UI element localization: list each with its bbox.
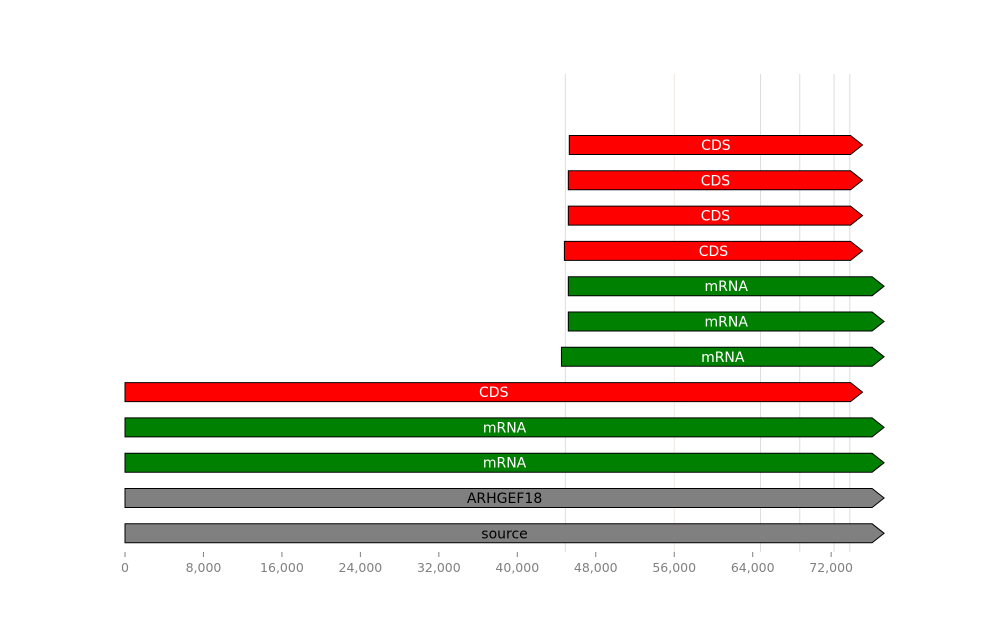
feature-label: mRNA (705, 279, 749, 295)
x-tick-label: 40,000 (495, 560, 539, 575)
feature-label: ARHGEF18 (467, 491, 542, 507)
feature-mrna: mRNA (567, 311, 885, 332)
feature-label: CDS (699, 244, 729, 260)
x-tick-label: 24,000 (339, 560, 383, 575)
feature-mrna: mRNA (567, 276, 885, 297)
feature-arrow (124, 382, 864, 403)
feature-arrow (124, 452, 885, 473)
feature-arrow (124, 488, 885, 508)
x-tick-label: 48,000 (574, 560, 618, 575)
x-tick-label: 72,000 (809, 560, 853, 575)
x-tick-label: 16,000 (260, 560, 304, 575)
feature-cds: CDS (124, 382, 864, 403)
feature-label: mRNA (483, 420, 527, 436)
feature-arrow (567, 311, 885, 332)
feature-mrna: mRNA (124, 417, 885, 438)
feature-arrow (567, 276, 885, 297)
feature-label: source (481, 526, 528, 542)
x-tick-label: 8,000 (186, 560, 222, 575)
feature-arrow (568, 135, 864, 155)
feature-cds: CDS (563, 240, 864, 261)
x-tick-label: 64,000 (731, 560, 775, 575)
feature-label: CDS (479, 385, 509, 401)
feature-mrna: mRNA (560, 346, 885, 367)
feature-arrow (567, 170, 864, 191)
feature-cds: CDS (567, 170, 864, 191)
x-axis: 0 8,000 16,000 24,000 32,000 40,000 48,000 56,0… (121, 552, 853, 575)
x-tick-label: 56,000 (652, 560, 696, 575)
x-tick-label: 32,000 (417, 560, 461, 575)
x-tick-label: 0 (121, 560, 129, 575)
feature-gene: ARHGEF18 (124, 488, 885, 508)
feature-label: CDS (701, 138, 731, 154)
feature-arrow (567, 205, 864, 226)
feature-label: CDS (701, 209, 731, 225)
feature-source: source (124, 523, 885, 544)
feature-cds: CDS (568, 135, 864, 155)
feature-label: CDS (701, 173, 731, 189)
feature-arrow (124, 523, 885, 544)
feature-cds: CDS (567, 205, 864, 226)
feature-label: mRNA (705, 315, 749, 331)
feature-mrna: mRNA (124, 452, 885, 473)
feature-tracks: CDS CDS CDS CDS mRNA mRNA mRNA CDS mRNA mRNA ARHGE… (124, 135, 885, 544)
feature-label: mRNA (701, 350, 745, 366)
feature-arrow (563, 240, 864, 261)
feature-arrow (560, 346, 885, 367)
feature-label: mRNA (483, 456, 527, 472)
feature-arrow (124, 417, 885, 438)
